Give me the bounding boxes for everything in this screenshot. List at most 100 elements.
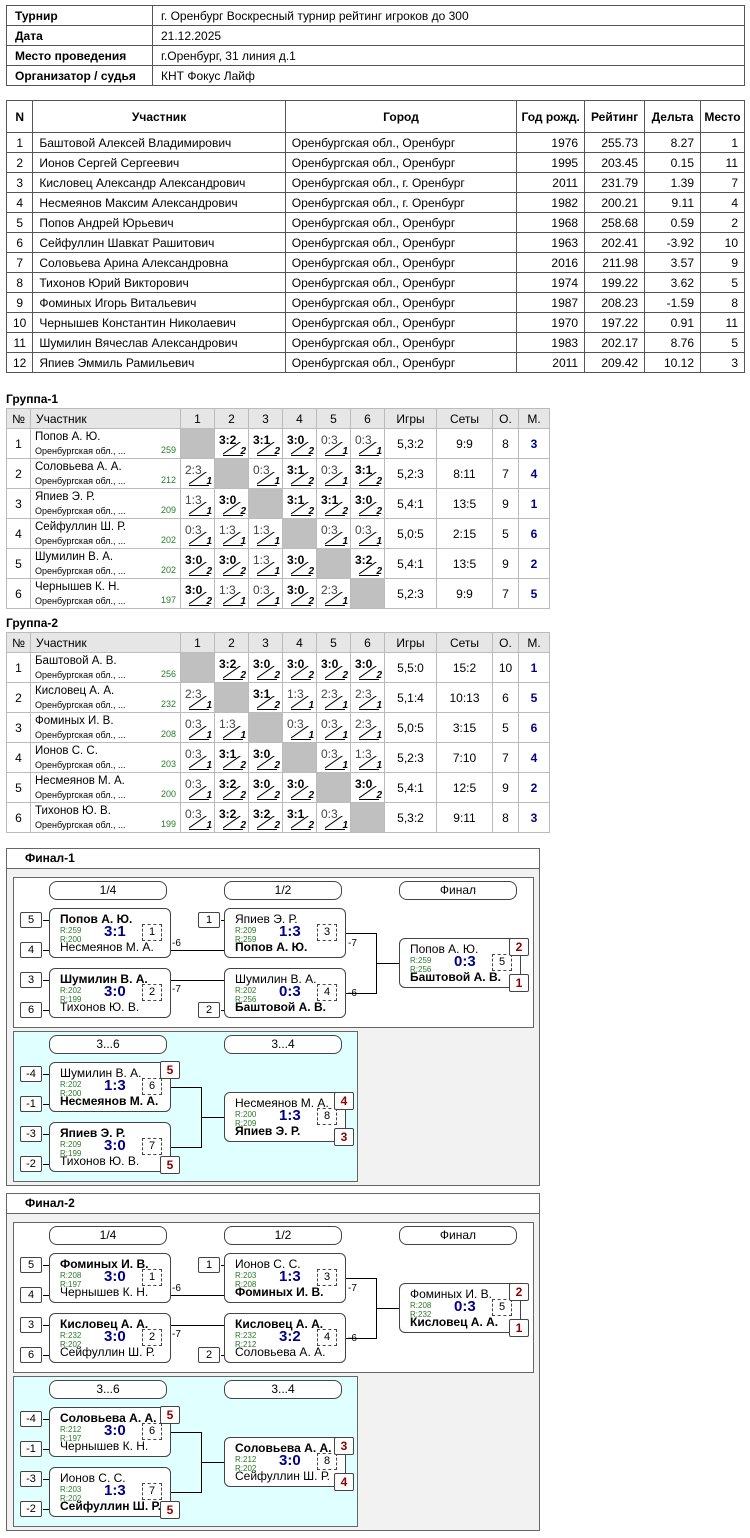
score-cell: 3:2 2 — [214, 428, 249, 459]
match-box: Попов А. Ю. R:259 R:200 3:1 1 Несмеянов М. А. — [49, 908, 171, 958]
match-points: 2 — [240, 760, 246, 771]
score-slash — [223, 592, 243, 606]
score-slash — [189, 696, 209, 710]
points: 9 — [492, 548, 519, 579]
bracket-line — [43, 1355, 49, 1356]
participant-cell: 2011 — [516, 172, 586, 193]
top-rating: R:202 — [60, 1080, 82, 1089]
score-slash — [325, 442, 345, 456]
bracket-line — [171, 980, 224, 981]
match-bottom-player: Несмеянов М. А. — [60, 940, 154, 954]
column-header: Дельта — [644, 100, 701, 133]
round-label: 1/2 — [224, 881, 342, 900]
info-value: г. Оренбург Воскресный турнир рейтинг иг… — [152, 5, 745, 26]
bracket-line — [43, 1479, 49, 1480]
info-value: 21.12.2025 — [152, 25, 745, 46]
points: 5 — [492, 518, 519, 549]
score-slash — [359, 756, 379, 770]
participant-cell: 10 — [5, 312, 34, 333]
bottom-rating: R:197 — [60, 1434, 82, 1443]
bracket-line — [43, 1295, 49, 1296]
score-cell: 2:3 1 — [180, 458, 215, 489]
match-number: 2 — [142, 1329, 162, 1346]
participant-cell: 211.98 — [584, 252, 646, 273]
participant-cell: 1 — [5, 132, 34, 153]
player-cell: Шумилин В. А. Оренбургская обл., ... 202 — [30, 548, 181, 579]
group-header: № — [6, 408, 31, 429]
match-points: 1 — [206, 730, 212, 741]
player-rating: 203 — [160, 759, 176, 769]
bracket-line — [171, 1295, 224, 1296]
group-row: 2 Кисловец А. А. Оренбургская обл., ... 232… — [6, 682, 550, 713]
score-slash — [257, 756, 277, 770]
match-number: 5 — [492, 954, 512, 971]
match-points: 1 — [206, 536, 212, 547]
match-score: 1:3 — [279, 923, 301, 940]
bracket-line — [171, 1325, 224, 1326]
games: 5,0:5 — [384, 712, 437, 743]
score-slash — [189, 726, 209, 740]
match-top-player: Соловьева А. А. — [60, 1411, 157, 1425]
top-rating: R:208 — [410, 1301, 432, 1310]
participant-cell: 1970 — [516, 312, 586, 333]
sets: 2:15 — [436, 518, 493, 549]
self-cell — [350, 802, 385, 833]
participant-cell: Чернышев Константин Николаевич — [32, 312, 286, 333]
player-name: Япиев Э. Р. — [35, 490, 96, 503]
self-cell — [180, 428, 215, 459]
match-box: Кисловец А. А. R:232 R:202 3:0 2 Сейфуллин Ш.… — [49, 1313, 171, 1363]
match-score: 3:0 — [279, 1452, 301, 1469]
bottom-rating: R:199 — [60, 995, 82, 1004]
participant-cell: Оренбургская обл., Оренбург — [284, 272, 518, 293]
final-place: 2 — [509, 1283, 529, 1301]
match-bottom-player: Баштовой А. В. — [235, 1000, 326, 1014]
player-name: Ионов С. С. — [35, 744, 98, 757]
participant-cell: Сейфуллин Шавкат Рашитович — [32, 232, 286, 253]
score-slash — [291, 502, 311, 516]
score-cell: 3:0 2 — [214, 488, 249, 519]
player-city: Оренбургская обл., ... — [35, 565, 126, 576]
games: 5,1:4 — [384, 682, 437, 713]
group-header: 4 — [282, 408, 317, 429]
match-points: 1 — [342, 446, 348, 457]
loser-target: -6 — [348, 988, 357, 999]
participant-cell: 11 — [700, 312, 745, 333]
group-row: 1 Попов А. Ю. Оренбургская обл., ... 259 3:2… — [6, 428, 550, 459]
match-score: 3:0 — [104, 1422, 126, 1439]
participant-cell: 1 — [700, 132, 745, 153]
player-rating: 209 — [160, 505, 176, 515]
match-points: 2 — [274, 820, 280, 831]
participant-cell: 2 — [700, 212, 745, 233]
score-cell: 2:3 1 — [316, 578, 351, 609]
bracket-line — [376, 1308, 399, 1309]
score-cell: 1:3 1 — [214, 578, 249, 609]
match-box: Япиев Э. Р. R:209 R:259 1:3 3 Попов А. Ю. — [224, 908, 346, 958]
player-cell: Ионов С. С. Оренбургская обл., ... 203 — [30, 742, 181, 773]
match-points: 2 — [308, 820, 314, 831]
participant-row: 8 Тихонов Юрий Викторович Оренбургская обл… — [5, 272, 745, 293]
seed-number: 3 — [20, 1317, 42, 1333]
match-points: 2 — [376, 566, 382, 577]
bracket-line — [171, 1087, 201, 1088]
match-points: 2 — [274, 670, 280, 681]
seed-number: -4 — [20, 1066, 42, 1082]
score-cell: 1:3 1 — [180, 488, 215, 519]
player-cell: Япиев Э. Р. Оренбургская обл., ... 209 — [30, 488, 181, 519]
match-top-player: Япиев Э. Р. — [60, 1126, 126, 1140]
sets: 13:5 — [436, 548, 493, 579]
match-points: 1 — [274, 476, 280, 487]
group-title: Группа-1 — [6, 392, 59, 406]
player-cell: Попов А. Ю. Оренбургская обл., ... 259 — [30, 428, 181, 459]
participant-cell: 1.39 — [644, 172, 701, 193]
final-place: 3 — [334, 1437, 354, 1455]
score-cell: 3:2 2 — [248, 802, 283, 833]
final-place: 5 — [160, 1156, 180, 1174]
match-score: 3:0 — [104, 1328, 126, 1345]
sets: 13:5 — [436, 488, 493, 519]
sets: 9:9 — [436, 428, 493, 459]
games: 5,4:1 — [384, 772, 437, 803]
player-name: Сейфуллин Ш. Р. — [35, 520, 126, 533]
match-box: Фоминых И. В. R:208 R:232 0:3 5 Кисловец А. А… — [399, 1283, 521, 1333]
score-slash — [257, 786, 277, 800]
loser-target: -7 — [348, 938, 357, 949]
